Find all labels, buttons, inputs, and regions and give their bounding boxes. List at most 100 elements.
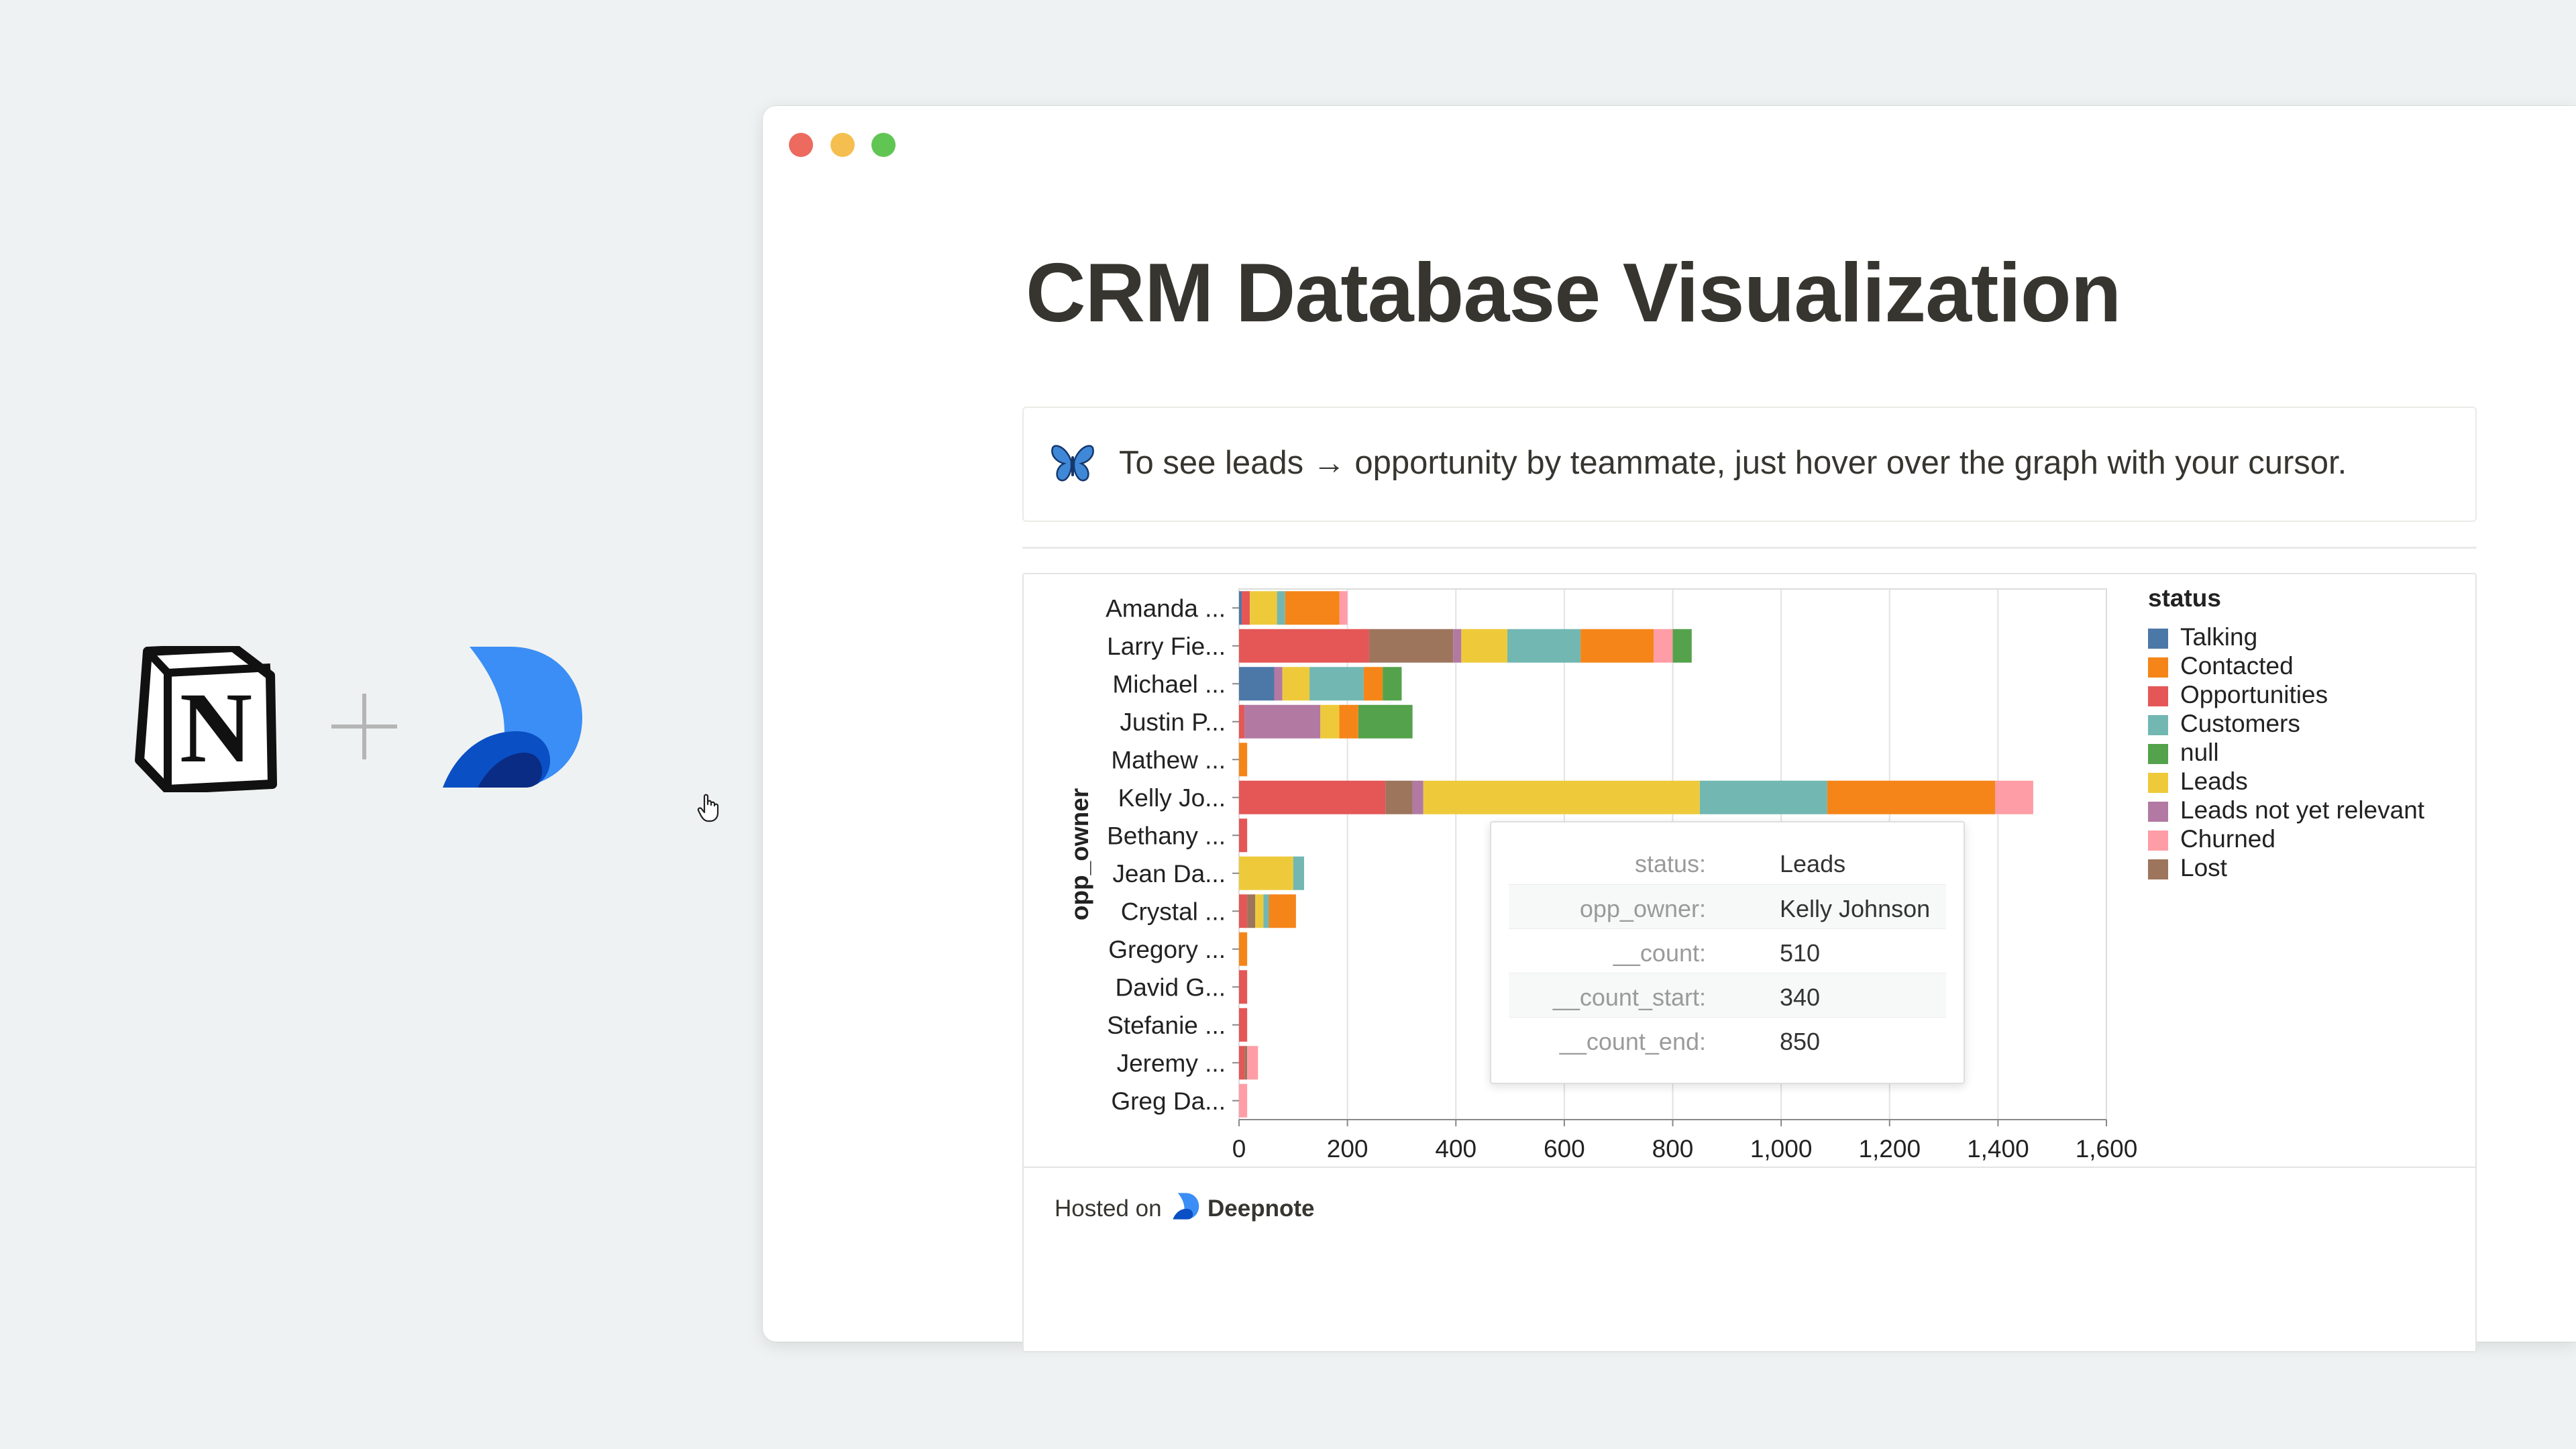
y-tick-label: Kelly Jo... bbox=[1118, 784, 1226, 812]
bar-segment[interactable] bbox=[1507, 629, 1581, 663]
y-tick-label: Amanda ... bbox=[1106, 594, 1226, 622]
y-tick-label: Larry Fie... bbox=[1107, 633, 1226, 660]
bar-segment[interactable] bbox=[1269, 894, 1296, 928]
bar-segment[interactable] bbox=[1580, 629, 1654, 663]
y-tick-label: Greg Da... bbox=[1111, 1087, 1226, 1115]
bar-segment[interactable] bbox=[1263, 894, 1269, 928]
bar-segment[interactable] bbox=[1255, 894, 1264, 928]
bar-segment[interactable] bbox=[1239, 591, 1242, 625]
bar-segment[interactable] bbox=[1368, 629, 1454, 663]
y-tick-label: Jean Da... bbox=[1112, 860, 1226, 888]
x-tick-label: 1,200 bbox=[1858, 1135, 1921, 1163]
tooltip-key: status: bbox=[1634, 850, 1706, 877]
bar-segment[interactable] bbox=[1244, 1046, 1248, 1080]
bar-segment[interactable] bbox=[1242, 591, 1250, 625]
svg-text:N: N bbox=[180, 672, 252, 784]
bar-segment[interactable] bbox=[1239, 856, 1293, 890]
bar-segment[interactable] bbox=[1339, 704, 1358, 739]
tooltip-row: __count_start: 340 bbox=[1509, 973, 1946, 1018]
window-close-button[interactable] bbox=[789, 133, 813, 157]
bar-segment[interactable] bbox=[1827, 780, 1996, 814]
bar-segment[interactable] bbox=[1285, 591, 1340, 625]
bar-segment[interactable] bbox=[1293, 856, 1304, 890]
window-maximize-button[interactable] bbox=[871, 133, 896, 157]
bar-segment[interactable] bbox=[1363, 667, 1383, 701]
callout-block: To see leads → opportunity by teammate, … bbox=[1022, 407, 2477, 522]
bar-segment[interactable] bbox=[1239, 1083, 1248, 1118]
y-axis-title: opp_owner bbox=[1066, 788, 1093, 920]
x-tick-label: 1,400 bbox=[1967, 1135, 2029, 1163]
bar-segment[interactable] bbox=[1383, 667, 1402, 701]
callout-text: To see leads → opportunity by teammate, … bbox=[1119, 445, 2347, 481]
bar-segment[interactable] bbox=[1239, 970, 1248, 1004]
embed-footer-divider bbox=[1024, 1167, 2475, 1168]
bar-segment[interactable] bbox=[1239, 743, 1248, 777]
y-tick-label: Gregory ... bbox=[1108, 936, 1226, 963]
bar-segment[interactable] bbox=[1239, 894, 1248, 928]
divider bbox=[1022, 547, 2477, 549]
x-tick-label: 1,600 bbox=[2076, 1135, 2138, 1163]
tooltip-key: __count_end: bbox=[1559, 1028, 1706, 1055]
bar-segment[interactable] bbox=[1282, 667, 1310, 701]
x-tick-label: 200 bbox=[1327, 1135, 1368, 1163]
bar-segment[interactable] bbox=[1339, 591, 1348, 625]
deepnote-chart-embed[interactable]: Amanda ... Larry Fie... Michael ... Justin … bbox=[1022, 573, 2477, 1352]
bar-segment[interactable] bbox=[1461, 629, 1508, 663]
legend-label: Customers bbox=[2180, 710, 2300, 737]
bar-segment[interactable] bbox=[1239, 667, 1275, 701]
bar-segment[interactable] bbox=[1239, 704, 1245, 739]
bar-segment[interactable] bbox=[1244, 704, 1321, 739]
x-tick-label: 800 bbox=[1652, 1135, 1694, 1163]
bar-segment[interactable] bbox=[1672, 629, 1692, 663]
stacked-bar-chart[interactable]: Amanda ... Larry Fie... Michael ... Justin … bbox=[1024, 574, 2475, 1165]
window-minimize-button[interactable] bbox=[830, 133, 855, 157]
legend-swatch bbox=[2148, 859, 2168, 879]
butterfly-icon bbox=[1051, 445, 1094, 482]
bar-segment[interactable] bbox=[1250, 591, 1277, 625]
legend-label: Talking bbox=[2180, 623, 2257, 651]
bar-segment[interactable] bbox=[1239, 629, 1369, 663]
legend-label: Leads not yet relevant bbox=[2180, 796, 2425, 824]
deepnote-logo-icon bbox=[443, 647, 582, 788]
deepnote-small-logo-icon[interactable] bbox=[1173, 1193, 1199, 1220]
y-tick-label: Michael ... bbox=[1112, 670, 1226, 698]
tooltip-row: __count_end: 850 bbox=[1509, 1017, 1946, 1062]
bar-segment[interactable] bbox=[1274, 667, 1283, 701]
bar-segment[interactable] bbox=[1995, 780, 2033, 814]
legend-title: status bbox=[2148, 584, 2221, 612]
x-tick-label: 1,000 bbox=[1750, 1135, 1813, 1163]
bar-segment[interactable] bbox=[1453, 629, 1462, 663]
y-tick-label: Bethany ... bbox=[1107, 822, 1226, 849]
bar-segment[interactable] bbox=[1239, 1046, 1245, 1080]
x-tick-label: 0 bbox=[1232, 1135, 1246, 1163]
bar-segment[interactable] bbox=[1385, 780, 1413, 814]
legend-swatch bbox=[2148, 744, 2168, 764]
tooltip-value: 850 bbox=[1780, 1028, 1821, 1055]
legend-label: Contacted bbox=[2180, 652, 2294, 680]
y-tick-label: Justin P... bbox=[1120, 708, 1226, 736]
bar-segment[interactable] bbox=[1239, 932, 1248, 966]
bar-segment[interactable] bbox=[1247, 1046, 1258, 1080]
bar-segment[interactable] bbox=[1654, 629, 1673, 663]
bar-segment[interactable] bbox=[1239, 1008, 1248, 1042]
bar-segment[interactable] bbox=[1247, 894, 1256, 928]
bar-segment[interactable] bbox=[1239, 780, 1386, 814]
notion-logo-icon: N bbox=[135, 646, 277, 792]
y-tick-label: Jeremy ... bbox=[1117, 1049, 1226, 1077]
tooltip-value: 510 bbox=[1780, 939, 1821, 967]
bar-segment[interactable] bbox=[1277, 591, 1285, 625]
tooltip-row: opp_owner: Kelly Johnson bbox=[1509, 884, 1946, 929]
bar-segment[interactable] bbox=[1358, 704, 1413, 739]
bar-segment[interactable] bbox=[1309, 667, 1364, 701]
y-tick-label: David G... bbox=[1116, 973, 1226, 1001]
bar-segment[interactable] bbox=[1423, 780, 1700, 814]
bar-segment[interactable] bbox=[1320, 704, 1340, 739]
bar-segment[interactable] bbox=[1412, 780, 1424, 814]
bar-segment[interactable] bbox=[1699, 780, 1827, 814]
bar-segment[interactable] bbox=[1239, 818, 1248, 853]
deepnote-brand-link[interactable]: Deepnote bbox=[1208, 1195, 1315, 1222]
y-tick-label: Mathew ... bbox=[1111, 746, 1226, 773]
tooltip-value: Kelly Johnson bbox=[1780, 895, 1931, 922]
tooltip-row: __count: 510 bbox=[1509, 928, 1946, 973]
tooltip-value: 340 bbox=[1780, 983, 1821, 1011]
